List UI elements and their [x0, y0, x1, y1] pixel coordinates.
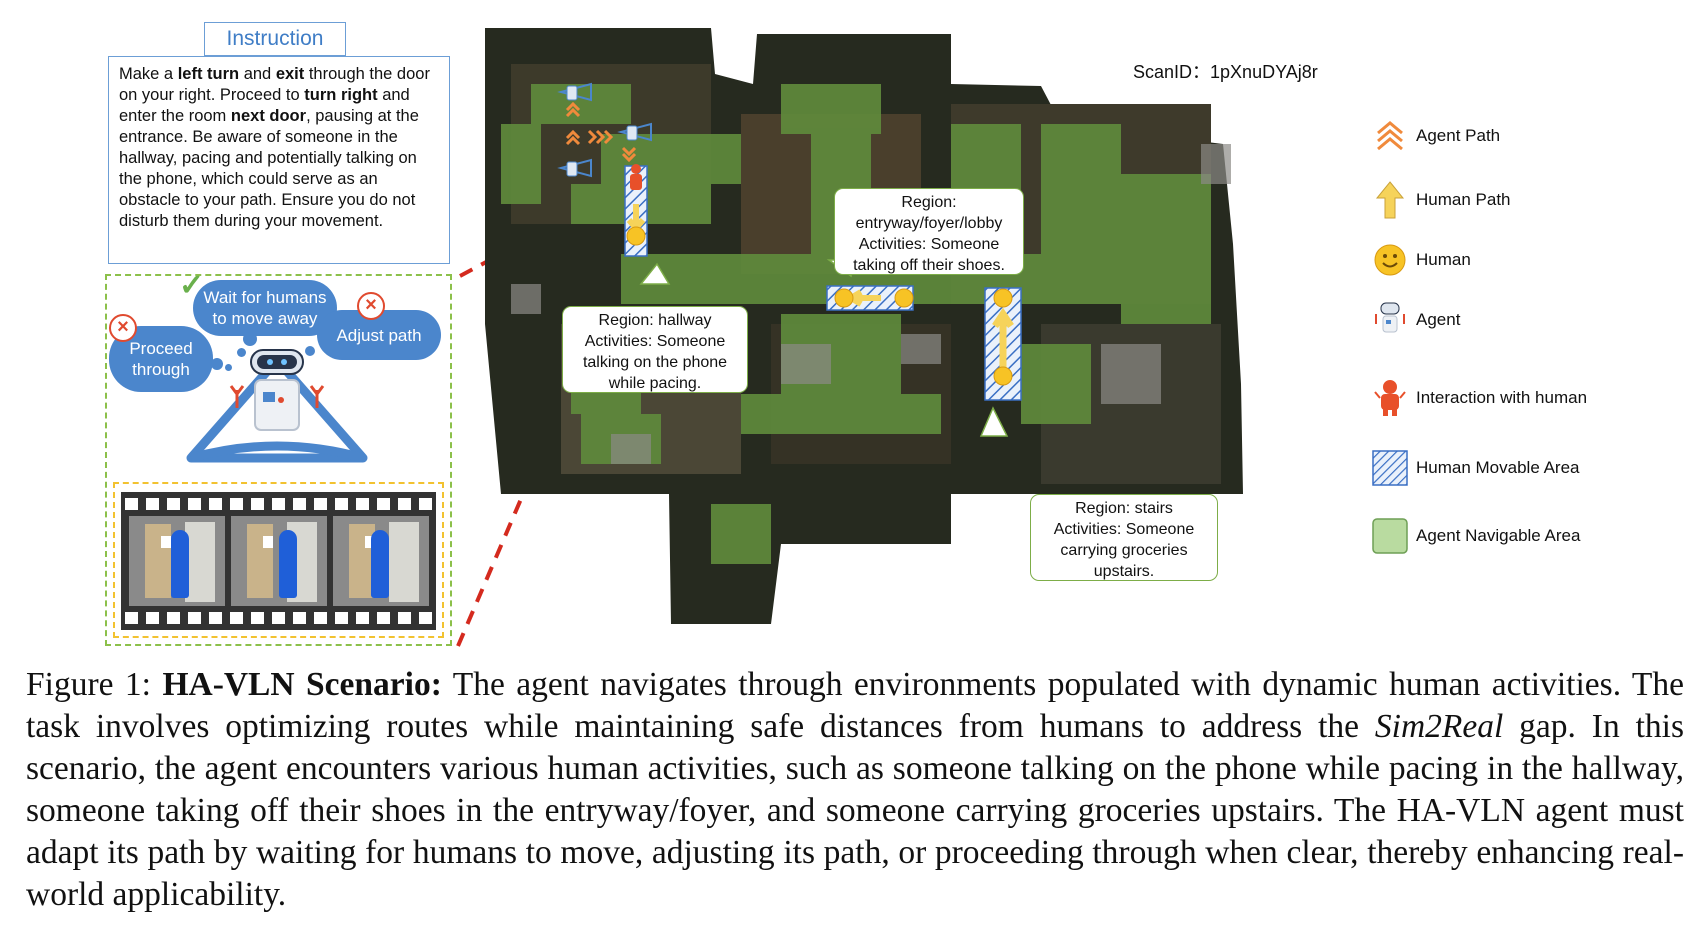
wait-label: Wait for humans to move away [203, 288, 327, 328]
video-frames-border [113, 482, 444, 638]
region-name: Region: entryway/foyer/lobby [855, 194, 1003, 232]
adjust-cloud: Adjust path [317, 310, 441, 360]
scan-id-label: ScanID：1pXnuDYAj8r [1133, 58, 1318, 84]
instruction-title: Instruction [204, 22, 346, 56]
instruction-segment: Make a [119, 65, 178, 83]
human-path-arrow-icon [1370, 180, 1410, 220]
agent-path-chevrons [565, 101, 637, 163]
video-frame [333, 516, 429, 606]
legend-agent: Agent [1370, 300, 1460, 340]
proceed-cloud: Proceed through [109, 326, 213, 392]
legend-agent-navigable-area: Agent Navigable Area [1370, 516, 1580, 556]
region-activity: Activities: Someone taking off their sho… [853, 236, 1005, 274]
caption-prefix: Figure 1: [26, 666, 163, 703]
legend-label: Agent Path [1416, 126, 1501, 145]
agent-decision-panel: Wait for humans to move away ✓ Proceed t… [105, 269, 452, 646]
human-smiley-icon [1370, 240, 1410, 280]
interaction-figure-icon [630, 164, 642, 190]
instruction-segment: , pausing at the entrance. Be aware of s… [119, 107, 419, 230]
human-figure [371, 530, 389, 598]
instruction-text: Make a left turn and exit through the do… [108, 56, 450, 264]
check-icon: ✓ [179, 269, 205, 302]
video-frame [231, 516, 327, 606]
furniture [511, 144, 1231, 464]
legend-label: Human Movable Area [1416, 458, 1580, 477]
instruction-keyword: exit [275, 65, 305, 83]
caption-title: HA-VLN Scenario: [162, 666, 442, 703]
cross-icon: × [109, 314, 137, 342]
human-smiley-icon [626, 226, 1013, 386]
legend-label: Interaction with human [1416, 388, 1588, 407]
legend-agent-path: Agent Path [1370, 116, 1500, 156]
proceed-label: Proceed through [129, 339, 193, 379]
agent-robot-icon [557, 82, 652, 178]
caption-text: The agent navigates through environments… [26, 666, 1685, 745]
bubble-pointer [639, 262, 671, 285]
caption-text: gap. In this scenario, the agent encount… [26, 708, 1684, 913]
green-square-icon [1370, 516, 1410, 556]
film-strip [121, 492, 436, 630]
region-callout-entryway: Region: entryway/foyer/lobby Activities:… [834, 188, 1024, 275]
agent-robot-icon [1370, 300, 1410, 340]
film-perforations [125, 612, 432, 624]
legend-label: Agent [1416, 310, 1461, 329]
instruction-keyword: turn right [304, 86, 378, 104]
legend-label: Human [1416, 250, 1471, 269]
scan-id-value: 1pXnuDYAj8r [1210, 62, 1318, 82]
human-figure [171, 530, 189, 598]
thought-puff [305, 346, 315, 356]
region-name: Region: hallway [598, 312, 712, 329]
cross-icon: × [357, 292, 385, 320]
scan-id-prefix: ScanID： [1133, 62, 1211, 82]
instruction-keyword: next door [230, 107, 307, 125]
instruction-segment: through the door on your right. Proceed … [119, 65, 430, 104]
video-frame [129, 516, 225, 606]
region-callout-hallway: Region: hallway Activities: Someone talk… [562, 306, 748, 393]
legend-human-path: Human Path [1370, 180, 1511, 220]
wait-cloud: Wait for humans to move away [193, 280, 337, 336]
figure-caption: Figure 1: HA-VLN Scenario: The agent nav… [26, 664, 1684, 916]
legend-label: Human Path [1416, 190, 1511, 209]
human-path-arrow [992, 307, 1014, 372]
instruction-segment: and [239, 65, 276, 83]
floor-plan-map [485, 28, 1243, 624]
legend-human-movable-area: Human Movable Area [1370, 448, 1579, 488]
agent-path-chevron-icon [1370, 116, 1410, 156]
hatched-square-icon [1370, 448, 1410, 488]
interaction-figure-icon [1370, 378, 1410, 418]
human-figure [279, 530, 297, 598]
thought-puff [237, 348, 246, 357]
robot-agent-icon [186, 349, 368, 463]
caption-italic-term: Sim2Real [1374, 708, 1504, 745]
legend-human: Human [1370, 240, 1471, 280]
legend-label: Agent Navigable Area [1416, 526, 1581, 545]
film-perforations [125, 498, 432, 510]
region-callout-stairs: Region: stairs Activities: Someone carry… [1030, 494, 1218, 581]
region-activity: Activities: Someone talking on the phone… [582, 333, 728, 392]
legend-interaction: Interaction with human [1370, 378, 1587, 418]
region-activity: Activities: Someone carrying groceries u… [1053, 521, 1195, 580]
region-name: Region: stairs [1075, 500, 1173, 517]
instruction-keyword: left turn [177, 65, 240, 83]
bubble-pointer [979, 406, 1009, 437]
instruction-segment: and enter the room [119, 86, 410, 125]
thought-puff [225, 364, 232, 371]
adjust-label: Adjust path [336, 325, 422, 345]
thought-puff [211, 358, 223, 370]
